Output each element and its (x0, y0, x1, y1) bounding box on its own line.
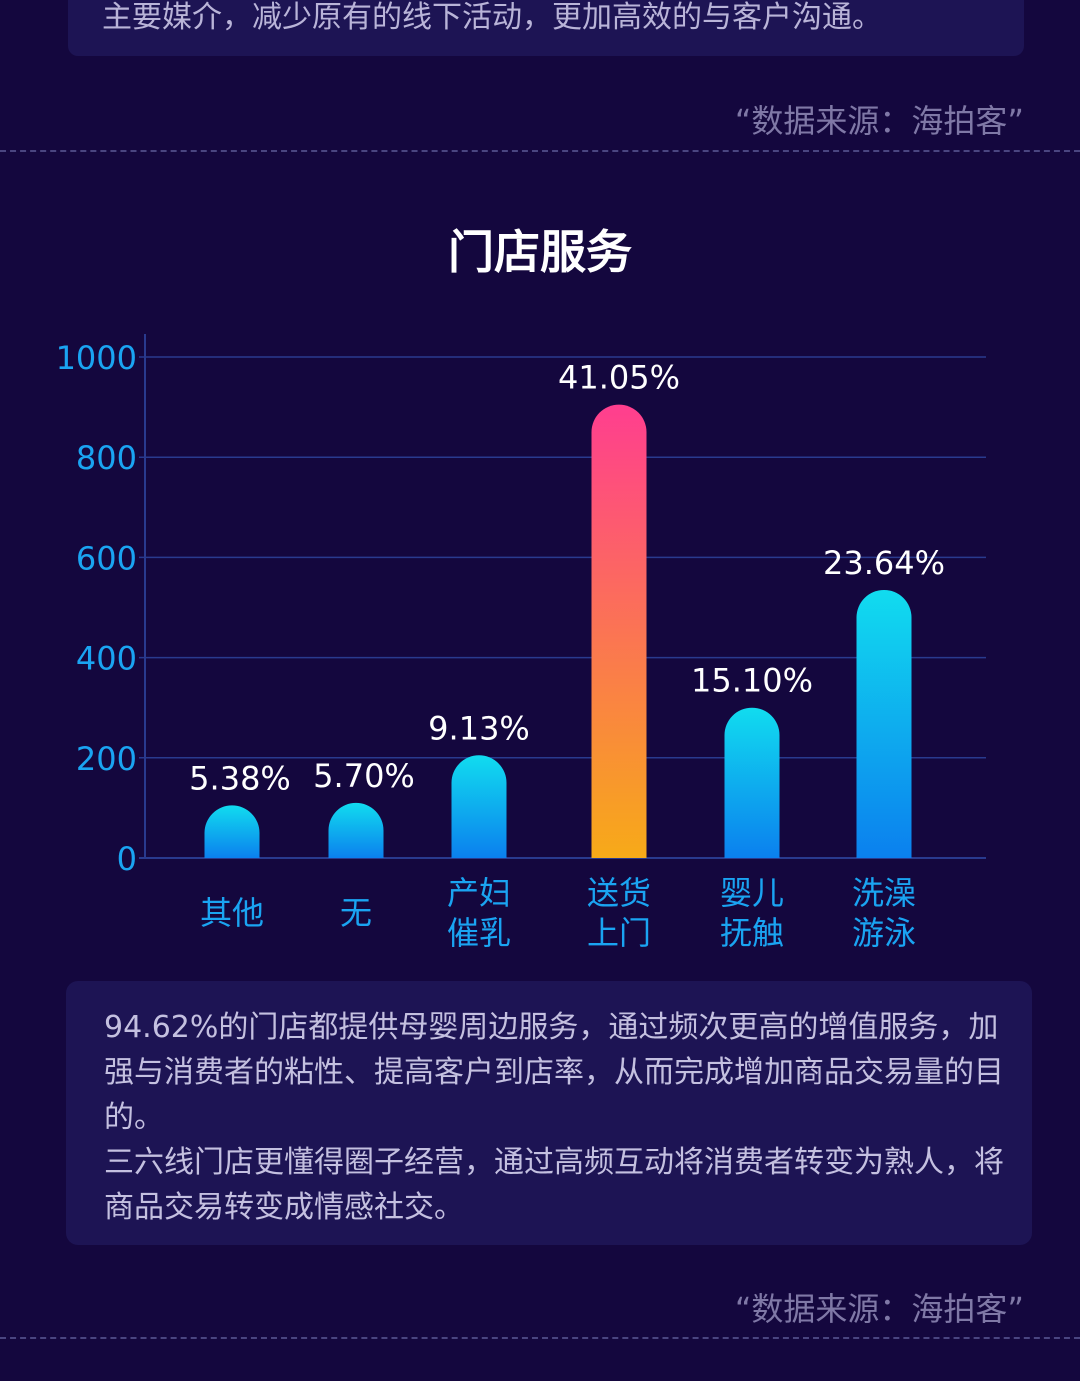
summary-box: 94.62%的门店都提供母婴周边服务，通过频次更高的增值服务，加强与消费者的粘性… (66, 981, 1032, 1245)
bar-value-label: 9.13% (428, 709, 530, 747)
section-divider (0, 150, 1080, 152)
y-tick-label: 200 (76, 740, 137, 778)
bar (591, 404, 647, 858)
bar-value-label: 5.38% (189, 759, 291, 797)
y-tick-label: 0 (117, 840, 137, 878)
intro-text-box: 主要媒介，减少原有的线下活动，更加高效的与客户沟通。 (68, 0, 1024, 56)
data-source-label: “数据来源：海拍客” (734, 102, 1024, 140)
bar (724, 707, 780, 858)
bar (328, 802, 384, 858)
section-divider-bottom (0, 1337, 1080, 1339)
intro-text: 主要媒介，减少原有的线下活动，更加高效的与客户沟通。 (102, 0, 882, 35)
bar (451, 755, 507, 858)
x-category-label: 上门 (587, 914, 651, 952)
x-category-label: 洗澡 (852, 874, 916, 912)
x-category-label: 游泳 (852, 914, 916, 952)
bar-value-label: 41.05% (558, 359, 680, 397)
x-category-label: 产妇 (447, 874, 511, 912)
x-category-label: 抚触 (720, 914, 784, 952)
data-source-label-bottom: “数据来源：海拍客” (734, 1290, 1024, 1328)
y-tick-label: 800 (76, 439, 137, 477)
bar-value-label: 15.10% (691, 662, 813, 700)
summary-paragraph-2: 三六线门店更懂得圈子经营，通过高频互动将消费者转变为熟人，将商品交易转变成情感社… (104, 1145, 1004, 1225)
bar (204, 805, 260, 858)
x-category-label: 其他 (200, 894, 264, 932)
y-tick-label: 1000 (56, 339, 137, 377)
x-category-label: 无 (340, 894, 372, 932)
bar (856, 589, 912, 858)
chart-title: 门店服务 (448, 225, 632, 279)
y-tick-label: 400 (76, 640, 137, 678)
y-tick-label: 600 (76, 539, 137, 577)
bar-value-label: 23.64% (823, 544, 945, 582)
x-category-label: 送货 (587, 874, 651, 912)
bar-value-label: 5.70% (313, 757, 415, 795)
x-category-label: 催乳 (447, 914, 511, 952)
summary-paragraph-1: 94.62%的门店都提供母婴周边服务，通过频次更高的增值服务，加强与消费者的粘性… (104, 1010, 1004, 1135)
x-category-label: 婴儿 (720, 874, 784, 912)
